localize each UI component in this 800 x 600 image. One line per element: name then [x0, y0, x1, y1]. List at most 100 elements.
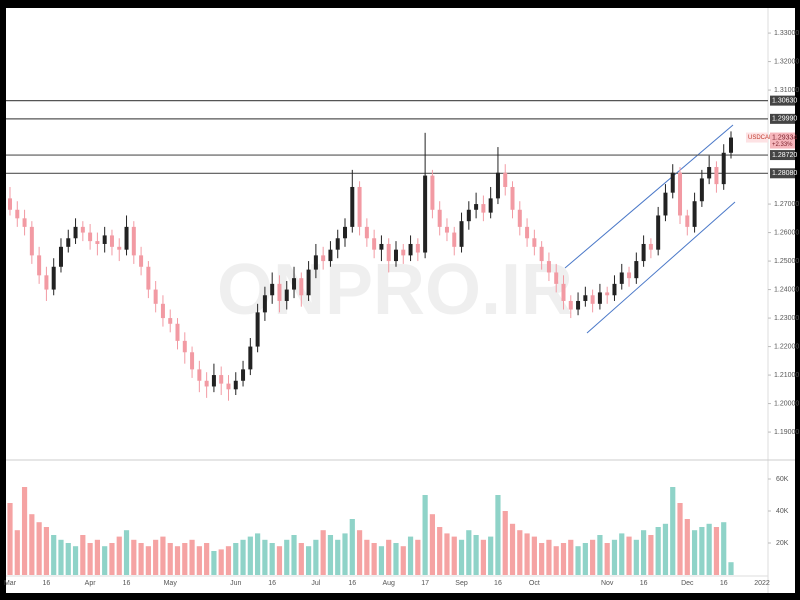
- volume-bar: [553, 546, 559, 575]
- candle-body: [386, 243, 391, 262]
- symbol-box: [746, 132, 768, 143]
- volume-bar: [371, 543, 377, 575]
- candle-body: [95, 241, 100, 244]
- x-tick-label: Sep: [455, 580, 468, 587]
- level-label: 1.30630: [772, 97, 797, 104]
- level-label-box: [770, 95, 795, 106]
- candle-body: [80, 226, 85, 233]
- candle-body: [466, 209, 471, 222]
- volume-bar: [247, 536, 253, 575]
- volume-bar: [196, 546, 202, 575]
- candle-body: [408, 243, 413, 256]
- volume-bar: [677, 503, 683, 575]
- x-tick-label: 16: [268, 580, 276, 587]
- x-tick-label: 16: [494, 580, 502, 587]
- candle-body: [517, 209, 522, 227]
- candle-body: [335, 238, 340, 250]
- volume-bar: [36, 522, 42, 575]
- candle-body: [590, 295, 595, 304]
- candle-body: [444, 226, 449, 233]
- x-extra-label: 2022: [754, 580, 770, 587]
- candle-body: [605, 292, 610, 296]
- candle-body: [226, 383, 231, 390]
- level-label-box: [770, 113, 795, 124]
- volume-bar: [218, 549, 224, 575]
- volume-bar: [662, 523, 669, 575]
- volume-bar: [58, 539, 64, 575]
- y-tick-label: 1.21000: [774, 372, 799, 379]
- candle-body: [299, 278, 304, 296]
- volume-bar: [699, 527, 705, 575]
- candle-body: [58, 246, 63, 267]
- candle-body: [678, 172, 683, 216]
- candle-body: [51, 266, 56, 290]
- candle-body: [350, 186, 355, 227]
- y-tick-label: 1.33000: [774, 30, 799, 37]
- volume-bar: [349, 519, 355, 575]
- x-tick-label: Apr: [85, 580, 97, 587]
- volume-bar: [641, 530, 647, 575]
- candle-body: [401, 249, 406, 256]
- candle-body: [109, 235, 114, 247]
- x-tick-label: 16: [720, 580, 728, 587]
- candle-body: [270, 283, 275, 296]
- volume-bar: [684, 519, 690, 575]
- volume-bar: [335, 539, 341, 575]
- volume-bar: [94, 539, 100, 575]
- volume-bar: [531, 536, 537, 575]
- volume-tick-label: 60K: [776, 476, 789, 483]
- candle-body: [321, 255, 326, 262]
- candle-body: [619, 272, 624, 284]
- y-tick-label: 1.19000: [774, 429, 799, 436]
- candle-body: [692, 201, 697, 227]
- watermark: ONPRO.IR: [217, 250, 573, 330]
- volume-bar: [233, 543, 239, 575]
- candle-body: [393, 249, 398, 262]
- volume-bar: [407, 536, 414, 575]
- candle-body: [73, 226, 78, 239]
- volume-bar: [539, 543, 545, 575]
- volume-bar: [590, 539, 596, 575]
- x-tick-label: May: [164, 580, 178, 587]
- volume-bar: [14, 530, 20, 575]
- last-price-box: [770, 132, 795, 149]
- candle-body: [597, 292, 602, 304]
- volume-bar: [655, 527, 661, 575]
- volume-bar: [189, 539, 195, 575]
- level-label: 1.28720: [772, 152, 797, 159]
- candle-body: [576, 300, 581, 310]
- x-tick-label: 17: [421, 580, 429, 587]
- volume-bar: [691, 530, 698, 575]
- x-tick-label: 16: [123, 580, 131, 587]
- volume-bar: [480, 539, 486, 575]
- volume-bar: [728, 562, 734, 575]
- candle-body: [88, 232, 93, 242]
- candle-body: [262, 295, 267, 313]
- candle-body: [44, 275, 49, 290]
- candle-body: [532, 238, 537, 247]
- volume-bar: [619, 533, 625, 575]
- volume-bar: [451, 536, 457, 575]
- level-label-box: [770, 150, 795, 161]
- volume-bar: [102, 546, 108, 575]
- candle-body: [510, 186, 515, 210]
- candle-body: [481, 204, 486, 213]
- x-tick-label: 16: [640, 580, 648, 587]
- candle-body: [284, 289, 289, 301]
- candle-body: [160, 303, 165, 319]
- candle-body: [306, 269, 311, 296]
- volume-bar: [386, 539, 392, 575]
- x-tick-label: Jun: [230, 580, 241, 587]
- last-price-label: 1.29334: [772, 134, 797, 141]
- y-tick-label: 1.26000: [774, 229, 799, 236]
- candle-body: [343, 226, 348, 239]
- volume-bar: [255, 533, 261, 575]
- volume-bar: [298, 543, 304, 575]
- candle-body: [15, 209, 20, 219]
- candle-body: [568, 300, 573, 310]
- volume-bar: [378, 546, 385, 575]
- candle-body: [204, 380, 209, 387]
- volume-bar: [509, 523, 516, 575]
- volume-bar: [269, 543, 275, 575]
